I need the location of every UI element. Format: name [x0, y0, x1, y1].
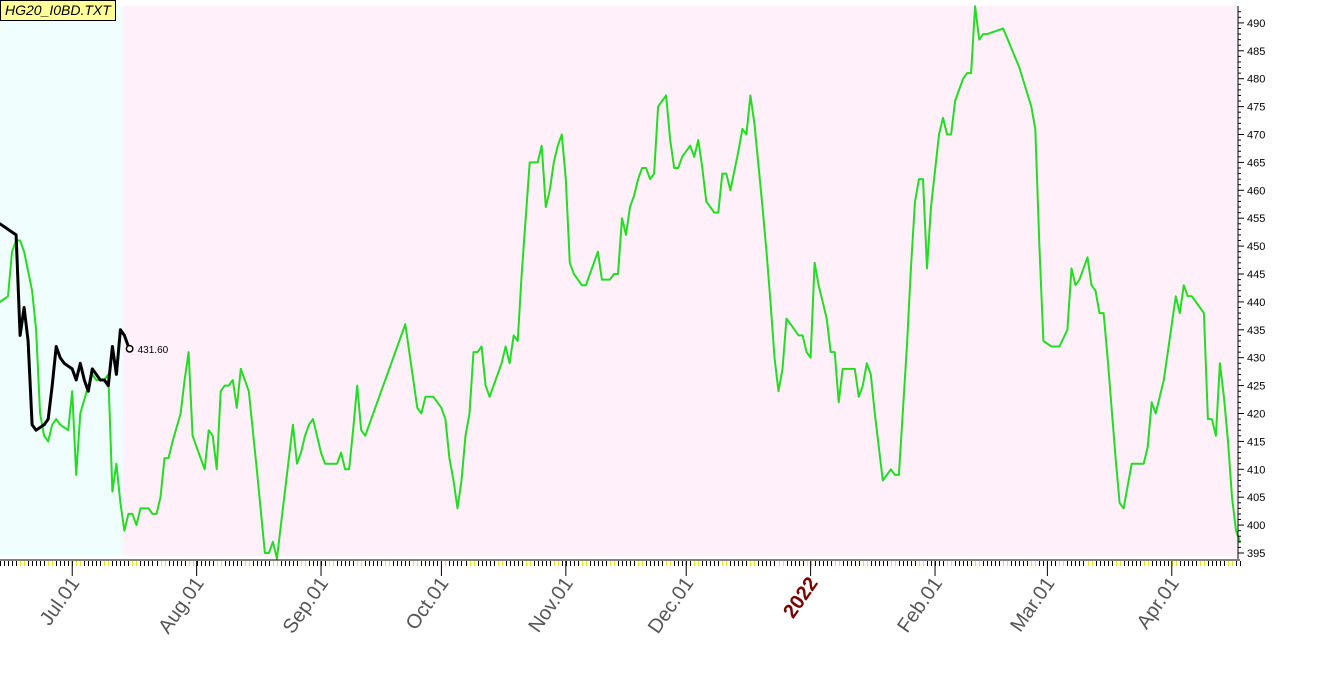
x-month-label: Jul.01	[36, 573, 85, 629]
y-tick-label: 410	[1247, 464, 1265, 476]
y-tick-label: 445	[1247, 269, 1265, 281]
y-tick-label: 475	[1247, 102, 1265, 114]
x-month-label: Mar.01	[1006, 573, 1059, 636]
y-tick-label: 435	[1247, 325, 1265, 337]
last-value-marker	[125, 344, 134, 353]
y-tick-label: 420	[1247, 409, 1265, 421]
y-tick-label: 470	[1247, 130, 1265, 142]
x-month-label: Sep.01	[279, 573, 333, 638]
series-line-overlay	[0, 222, 132, 432]
y-tick-label: 455	[1247, 213, 1265, 225]
y-tick-label: 485	[1247, 46, 1265, 58]
y-tick-label: 460	[1247, 185, 1265, 197]
x-axis: Jul.01 Aug.01 Sep.01 Oct.01 Nov.01 Dec.01 2022…	[0, 559, 1241, 638]
chart-title: HG20_I0BD.TXT	[0, 0, 116, 21]
y-tick-label: 415	[1247, 436, 1265, 448]
y-tick-label: 490	[1247, 18, 1265, 30]
background-main	[123, 6, 1237, 556]
y-tick-label: 405	[1247, 492, 1265, 504]
x-month-label: Oct.01	[402, 573, 454, 634]
x-year-label: 2022	[779, 573, 823, 622]
y-axis: 395 400 405 410 415 420 425 430 435 440 445 450 455 4…	[1237, 6, 1265, 560]
x-month-label: Dec.01	[644, 573, 698, 638]
y-tick-label: 400	[1247, 520, 1265, 532]
x-month-label: Feb.01	[893, 573, 947, 637]
y-tick-label: 440	[1247, 297, 1265, 309]
series-layer: 431.60	[0, 5, 1241, 560]
background-left	[0, 6, 123, 556]
y-tick-label: 395	[1247, 548, 1265, 560]
x-month-label: Nov.01	[524, 573, 578, 636]
last-value-label: 431.60	[138, 345, 169, 356]
series-line-main	[0, 5, 1241, 560]
y-tick-label: 425	[1247, 381, 1265, 393]
y-tick-label: 450	[1247, 241, 1265, 253]
y-tick-label: 480	[1247, 74, 1265, 86]
x-month-label: Aug.01	[154, 573, 208, 638]
x-month-label: Apr.01	[1133, 573, 1184, 633]
y-tick-label: 465	[1247, 157, 1265, 169]
y-tick-label: 430	[1247, 353, 1265, 365]
